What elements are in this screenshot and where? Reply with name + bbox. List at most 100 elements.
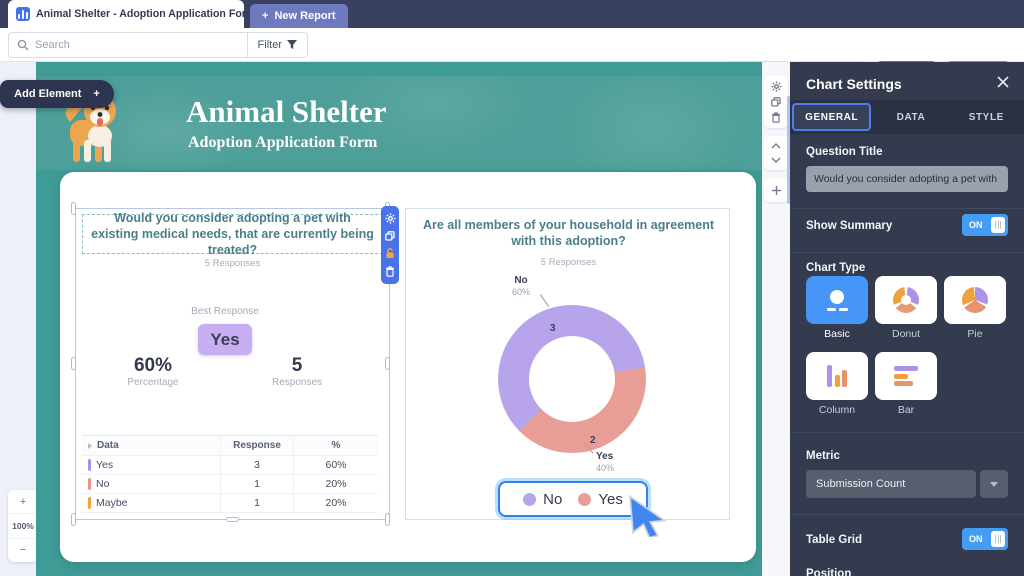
- chart-settings-panel: Chart Settings GENERAL DATA STYLE Questi…: [790, 62, 1024, 576]
- add-page-icon[interactable]: [771, 185, 782, 196]
- question-title-label: Question Title: [806, 146, 883, 158]
- table-grid-label: Table Grid: [806, 534, 863, 546]
- settings-gear-icon[interactable]: [384, 213, 396, 224]
- metric-label: Metric: [806, 450, 840, 462]
- table-row[interactable]: Yes 3 60%: [82, 456, 378, 475]
- resize-handle[interactable]: [385, 513, 390, 526]
- basic-chart-icon: [826, 289, 848, 311]
- toggle-knob: [991, 217, 1005, 233]
- duplicate-page-icon[interactable]: [771, 97, 781, 107]
- legend-swatch: [578, 492, 592, 506]
- report-header-band[interactable]: Animal Shelter Adoption Application Form: [36, 76, 762, 170]
- chart-type-basic[interactable]: [806, 276, 868, 324]
- resize-handle[interactable]: [71, 513, 76, 526]
- report-subtitle: Adoption Application Form: [188, 134, 378, 151]
- chart-type-column[interactable]: [806, 352, 868, 400]
- panel-title: Chart Settings: [806, 76, 902, 92]
- report-tab-title: Animal Shelter - Adoption Application Fo…: [36, 8, 256, 20]
- resize-handle[interactable]: [226, 517, 239, 522]
- chart-type-column-label: Column: [818, 404, 856, 416]
- donut-ring[interactable]: [498, 305, 646, 453]
- chart-type-donut[interactable]: [875, 276, 937, 324]
- funnel-icon: [287, 40, 297, 49]
- search-bar[interactable]: Filter: [8, 32, 308, 58]
- callout-line: [539, 294, 550, 307]
- report-chart-icon: [16, 7, 30, 21]
- chart-type-basic-label: Basic: [824, 328, 850, 340]
- percentage-value: 60%: [133, 355, 173, 376]
- toolbar: Filter Form Download Preview Publish: [0, 28, 1024, 87]
- zoom-level[interactable]: 100%: [8, 513, 38, 537]
- metric-select-arrow[interactable]: [980, 470, 1008, 498]
- delete-page-icon[interactable]: [771, 112, 781, 123]
- tab-general[interactable]: GENERAL: [792, 103, 872, 131]
- legend-item-yes[interactable]: Yes: [578, 491, 623, 508]
- chart2-question-title[interactable]: Are all members of your household in agr…: [422, 218, 715, 249]
- resize-handle[interactable]: [385, 357, 390, 370]
- series-color-bar: [88, 497, 91, 509]
- chart-type-row-1: [806, 276, 1006, 324]
- top-tab-bar: Animal Shelter - Adoption Application Fo…: [0, 0, 1024, 28]
- callout-yes: Yes 40%: [596, 451, 615, 473]
- unlock-icon[interactable]: [385, 248, 395, 259]
- move-up-icon[interactable]: [771, 143, 781, 149]
- table-grid-toggle[interactable]: ON: [962, 528, 1008, 550]
- table-header-row: Data Response %: [82, 436, 378, 456]
- series-color-bar: [88, 459, 91, 471]
- new-report-button[interactable]: + New Report: [250, 4, 348, 28]
- metric-select[interactable]: Submission Count: [806, 470, 976, 498]
- percentage-caption: Percentage: [127, 377, 179, 388]
- legend-item-no[interactable]: No: [523, 491, 562, 508]
- donut-chart-icon: [893, 287, 919, 313]
- add-element-button[interactable]: Add Element +: [0, 80, 114, 108]
- chart-type-pie[interactable]: [944, 276, 1006, 324]
- callout-no: No 60%: [512, 275, 531, 297]
- page-settings-gear-icon[interactable]: [770, 81, 782, 92]
- best-response-badge: Yes: [198, 324, 252, 355]
- position-label: Position: [806, 568, 852, 576]
- pie-chart-icon: [962, 287, 988, 313]
- duplicate-icon[interactable]: [385, 231, 395, 241]
- series-color-bar: [88, 478, 91, 490]
- bar-chart-icon: [894, 366, 918, 386]
- chevron-down-icon: [990, 481, 998, 487]
- chart-type-bar[interactable]: [875, 352, 937, 400]
- chart-legend[interactable]: No Yes: [498, 481, 648, 517]
- show-summary-toggle[interactable]: ON: [962, 214, 1008, 236]
- plus-icon: +: [262, 10, 269, 22]
- response-table: Data Response % Yes 3 60% No 1 20% Maybe…: [82, 435, 378, 513]
- table-row[interactable]: Maybe 1 20%: [82, 494, 378, 513]
- responses-caption: Responses: [271, 377, 323, 388]
- tab-data[interactable]: DATA: [896, 111, 926, 123]
- page-order-group: [764, 136, 788, 170]
- slice-value-no: 3: [550, 323, 556, 334]
- move-down-icon[interactable]: [771, 157, 781, 163]
- chart-type-pie-label: Pie: [967, 328, 983, 340]
- resize-handle[interactable]: [71, 202, 76, 215]
- page-actions-group: [764, 76, 788, 128]
- tab-style[interactable]: STYLE: [968, 111, 1004, 123]
- zoom-out-button[interactable]: −: [8, 537, 38, 562]
- sort-icon[interactable]: [88, 442, 92, 449]
- question-title-input[interactable]: [806, 166, 1008, 192]
- summary-chart-element[interactable]: [75, 208, 390, 520]
- mouse-cursor: [628, 495, 667, 537]
- filter-button[interactable]: Filter: [246, 33, 307, 57]
- search-icon: [17, 39, 29, 51]
- chart1-question-title[interactable]: Would you consider adopting a pet with e…: [82, 211, 383, 257]
- trash-icon[interactable]: [385, 266, 395, 277]
- chart-type-row-2: [806, 352, 937, 400]
- canvas-side-rail: [762, 62, 791, 576]
- panel-scrollbar[interactable]: [787, 96, 791, 204]
- report-tab[interactable]: Animal Shelter - Adoption Application Fo…: [8, 0, 272, 28]
- donut-chart-element[interactable]: Are all members of your household in agr…: [405, 208, 730, 537]
- chart-type-label: Chart Type: [806, 262, 866, 274]
- zoom-in-button[interactable]: +: [19, 495, 27, 508]
- search-input[interactable]: [29, 39, 247, 51]
- panel-tabs: GENERAL DATA STYLE: [790, 100, 1024, 134]
- resize-handle[interactable]: [71, 357, 76, 370]
- close-icon[interactable]: [996, 75, 1010, 89]
- plus-icon: +: [93, 88, 100, 100]
- table-row[interactable]: No 1 20%: [82, 475, 378, 494]
